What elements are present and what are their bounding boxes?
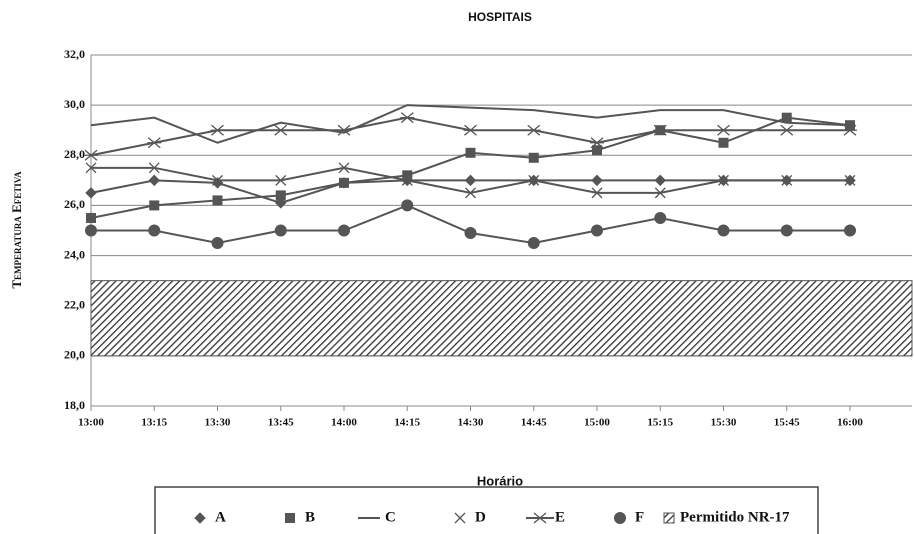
marker: [654, 211, 667, 224]
marker: [275, 190, 286, 201]
marker: [464, 227, 477, 240]
legend-box: [154, 486, 819, 534]
marker: [526, 124, 541, 136]
marker: [337, 124, 351, 136]
marker: [338, 162, 350, 174]
x-tick-label: 14:45: [521, 417, 547, 429]
y-axis-title: Temperatura Efetiva: [9, 171, 24, 289]
x-tick-label: 16:00: [837, 417, 863, 429]
y-tick-label: 24,0: [64, 247, 85, 261]
marker: [464, 174, 477, 187]
marker: [465, 187, 476, 199]
marker: [339, 177, 349, 188]
legend-label: D: [475, 509, 486, 525]
marker: [591, 187, 603, 199]
marker: [591, 224, 603, 237]
x-tick-label: 13:45: [268, 417, 294, 429]
x-axis-title: Horário: [477, 473, 523, 488]
marker: [527, 237, 540, 250]
marker: [211, 237, 224, 250]
marker: [780, 224, 793, 237]
marker: [454, 512, 466, 524]
legend-swatch: [663, 512, 675, 524]
marker: [401, 174, 413, 186]
marker: [591, 174, 603, 187]
marker: [614, 512, 626, 524]
marker: [148, 162, 160, 174]
marker: [781, 174, 793, 186]
marker: [400, 112, 415, 124]
marker: [212, 195, 223, 206]
x-tick-label: 14:30: [458, 417, 484, 429]
marker: [844, 174, 856, 186]
marker: [528, 174, 540, 186]
marker: [463, 124, 478, 136]
marker: [85, 162, 97, 174]
marker: [148, 224, 161, 237]
legend-label: Permitido NR-17: [680, 509, 790, 525]
x-tick-label: 13:30: [205, 417, 231, 429]
marker: [716, 124, 731, 136]
legend-label: E: [555, 509, 565, 525]
marker: [148, 174, 160, 187]
marker: [592, 145, 602, 156]
marker: [285, 513, 295, 523]
marker: [147, 137, 162, 149]
marker: [149, 200, 160, 211]
marker: [717, 224, 730, 237]
marker: [718, 137, 729, 148]
marker: [338, 224, 350, 237]
x-tick-label: 15:45: [774, 417, 800, 429]
legend-label: C: [385, 509, 396, 525]
marker: [273, 124, 288, 136]
x-tick-label: 15:30: [711, 417, 737, 429]
legend-label: B: [305, 509, 315, 525]
marker: [590, 137, 604, 149]
marker: [210, 124, 225, 136]
y-tick-label: 28,0: [64, 147, 85, 161]
legend-label: F: [635, 509, 644, 525]
chart-title: HOSPITAIS: [468, 10, 532, 24]
x-tick-label: 14:00: [331, 417, 357, 429]
series-line: [90, 104, 851, 144]
marker: [653, 124, 668, 136]
marker: [465, 147, 476, 158]
y-tick-label: 20,0: [64, 348, 85, 362]
marker: [718, 174, 729, 186]
marker: [84, 149, 98, 161]
y-tick-label: 26,0: [64, 197, 85, 211]
marker: [654, 187, 666, 199]
marker: [843, 124, 857, 136]
marker: [274, 224, 287, 237]
marker: [779, 124, 794, 136]
marker: [781, 112, 792, 123]
marker: [654, 174, 666, 187]
marker: [85, 224, 97, 237]
marker: [401, 199, 414, 212]
y-tick-label: 30,0: [64, 97, 85, 111]
marker: [844, 224, 856, 237]
x-tick-label: 13:15: [141, 417, 167, 429]
legend-label: A: [215, 509, 226, 525]
marker: [275, 174, 287, 186]
marker: [85, 187, 97, 199]
marker: [212, 174, 223, 186]
marker: [402, 170, 413, 181]
x-tick-label: 14:15: [394, 417, 420, 429]
y-tick-label: 22,0: [64, 297, 85, 311]
x-tick-label: 15:15: [647, 417, 673, 429]
marker: [275, 197, 287, 209]
permitted-band: [90, 280, 913, 357]
y-tick-label: 32,0: [64, 47, 85, 61]
marker: [86, 212, 96, 223]
x-tick-label: 15:00: [584, 417, 610, 429]
marker: [528, 152, 539, 163]
y-tick-label: 18,0: [64, 398, 85, 412]
x-tick-label: 13:00: [78, 417, 104, 429]
marker: [533, 512, 547, 524]
marker: [194, 512, 206, 524]
